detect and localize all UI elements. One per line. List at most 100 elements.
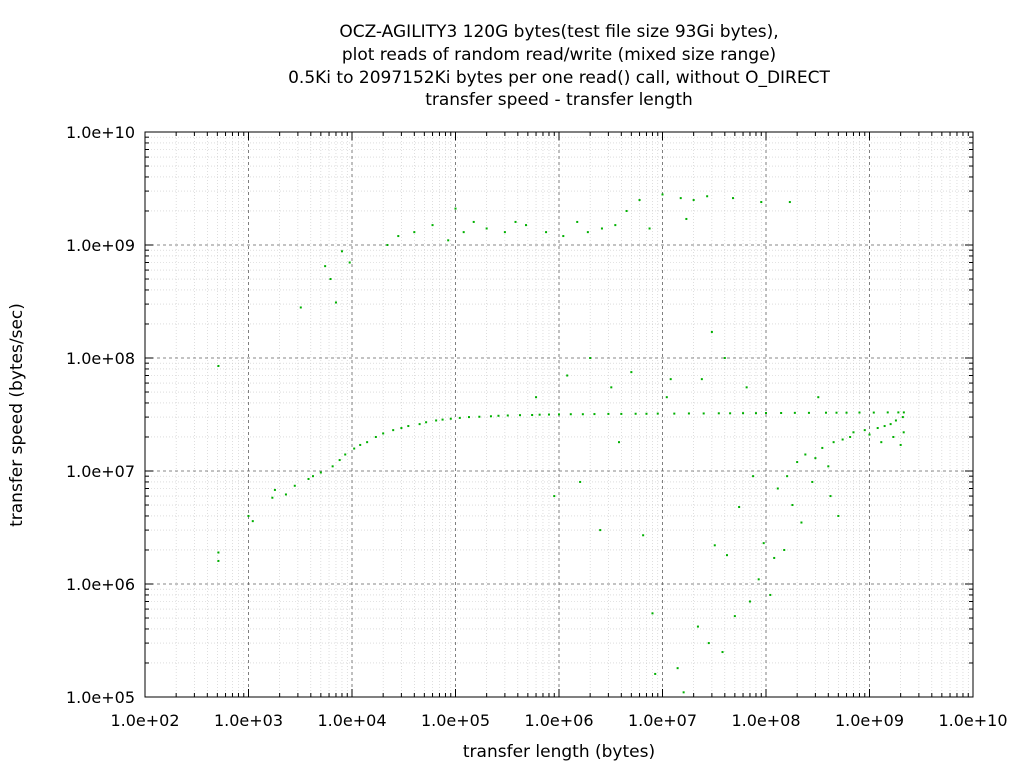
data-point [700, 378, 703, 381]
data-point [630, 371, 633, 374]
y-tick-label: 1.0e+09 [66, 236, 135, 255]
data-point [682, 691, 685, 694]
data-point [329, 278, 332, 281]
data-point [696, 625, 699, 628]
data-point [407, 425, 410, 428]
data-point [319, 471, 322, 474]
data-point [733, 615, 736, 618]
x-tick-label: 1.0e+07 [628, 711, 697, 730]
data-point [687, 412, 690, 415]
data-point [665, 396, 668, 399]
y-tick-labels: 1.0e+05 1.0e+06 1.0e+07 1.0e+08 1.0e+09 1.0e+… [66, 123, 135, 707]
data-point [610, 386, 613, 389]
data-point [562, 235, 565, 238]
data-point [849, 435, 852, 438]
chart-title-line-2: plot reads of random read/write (mixed s… [342, 45, 776, 65]
data-point [472, 220, 475, 223]
data-point [497, 414, 500, 417]
data-point [586, 231, 589, 234]
data-point [661, 193, 664, 196]
data-point [581, 413, 584, 416]
chart-title-line-1: OCZ-AGILITY3 120G bytes(test file size 9… [339, 22, 778, 42]
data-point [692, 199, 695, 202]
data-point [829, 495, 832, 498]
data-point [485, 227, 488, 230]
data-point [506, 414, 509, 417]
x-tick-label: 1.0e+05 [421, 711, 490, 730]
data-point [754, 412, 757, 415]
data-point [773, 556, 776, 559]
data-point [344, 453, 347, 456]
data-point [788, 201, 791, 204]
data-point [503, 231, 506, 234]
data-point [726, 554, 729, 557]
data-point [729, 412, 732, 415]
data-point [547, 413, 550, 416]
data-point [676, 667, 679, 670]
data-point [845, 411, 848, 414]
data-point [723, 357, 726, 359]
data-point [545, 231, 548, 234]
data-point [418, 423, 421, 426]
data-point [852, 431, 855, 434]
data-point [702, 412, 705, 415]
x-tick-label: 1.0e+03 [214, 711, 283, 730]
data-point [713, 544, 716, 547]
data-point [625, 209, 628, 212]
data-point [334, 301, 337, 304]
data-point [251, 520, 254, 523]
data-point [366, 441, 369, 444]
data-point [796, 461, 799, 464]
data-point [685, 217, 688, 220]
data-point [589, 357, 592, 359]
data-point [593, 413, 596, 416]
data-point [293, 484, 296, 487]
data-point [397, 235, 400, 238]
data-point [645, 412, 648, 415]
data-point [791, 504, 794, 507]
axis-ticks [144, 131, 974, 698]
data-point [374, 435, 377, 438]
data-point [392, 429, 395, 432]
data-point [800, 521, 803, 524]
data-point [832, 441, 835, 444]
data-point [648, 227, 651, 230]
data-point [535, 396, 538, 399]
data-point [651, 612, 654, 615]
data-point [425, 421, 428, 424]
data-point [732, 197, 735, 200]
data-point [899, 443, 902, 446]
data-point [467, 416, 470, 419]
data-point [458, 416, 461, 419]
data-point [793, 411, 796, 414]
data-point [618, 441, 621, 444]
data-point [654, 672, 657, 675]
data-point [656, 412, 659, 415]
data-point [886, 411, 889, 414]
data-point [776, 487, 779, 490]
data-point [441, 418, 444, 421]
data-point [765, 412, 767, 415]
data-point [807, 411, 810, 414]
data-point [673, 412, 676, 415]
data-point [748, 600, 751, 603]
data-point [634, 412, 637, 415]
data-point [569, 413, 572, 416]
data-point [449, 417, 452, 420]
data-point [742, 412, 745, 415]
data-point [340, 250, 343, 253]
x-tick-label: 1.0e+02 [110, 711, 179, 730]
data-point [835, 411, 838, 414]
data-point [827, 465, 830, 468]
data-point [642, 534, 645, 537]
data-point [478, 415, 481, 418]
y-tick-label: 1.0e+07 [66, 462, 135, 481]
data-point [400, 427, 403, 430]
data-point [338, 459, 341, 462]
data-point [599, 529, 602, 532]
data-point [880, 441, 883, 444]
data-point [462, 231, 465, 234]
data-point [525, 224, 528, 227]
data-point [752, 475, 755, 478]
data-point [786, 475, 789, 478]
